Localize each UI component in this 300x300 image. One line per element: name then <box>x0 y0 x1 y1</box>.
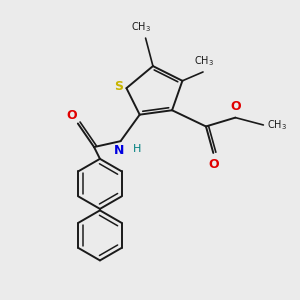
Text: CH$_3$: CH$_3$ <box>131 20 151 34</box>
Text: O: O <box>208 158 219 171</box>
Text: N: N <box>114 144 124 157</box>
Text: H: H <box>133 143 141 154</box>
Text: S: S <box>114 80 123 93</box>
Text: O: O <box>231 100 241 113</box>
Text: CH$_3$: CH$_3$ <box>194 54 214 68</box>
Text: O: O <box>66 109 77 122</box>
Text: CH$_3$: CH$_3$ <box>267 118 287 132</box>
